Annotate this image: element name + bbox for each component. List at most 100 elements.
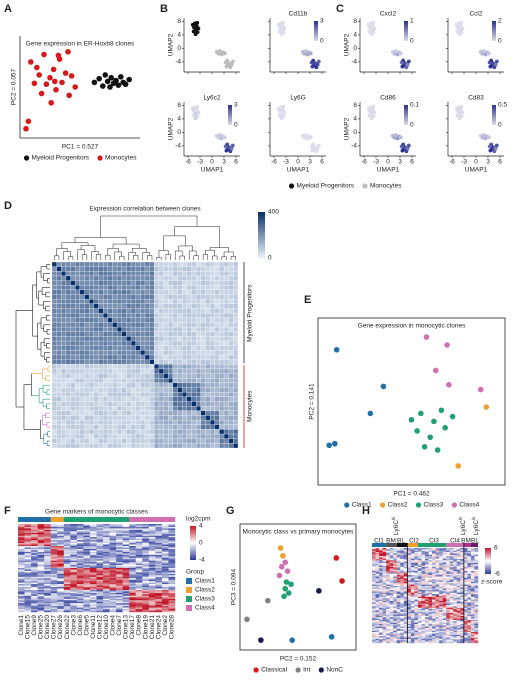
heatmap-cell	[56, 433, 62, 439]
heatmap-cell	[89, 392, 94, 397]
heatmap-cell	[154, 317, 160, 323]
heatmap-cell	[126, 261, 132, 267]
heatmap-cell	[98, 424, 104, 430]
heatmap-cell	[37, 538, 45, 541]
heatmap-cell	[116, 551, 123, 554]
heatmap-cell	[135, 526, 143, 529]
heatmap-cell	[24, 557, 32, 560]
heatmap-cell	[386, 594, 390, 596]
heatmap-cell	[161, 579, 169, 582]
heatmap-cell	[140, 280, 146, 286]
heatmap-cell	[76, 572, 84, 575]
data-point	[304, 49, 308, 53]
heatmap-cell	[84, 331, 90, 337]
heatmap-cell	[428, 586, 433, 588]
heatmap-cell	[148, 591, 156, 594]
heatmap-cell	[84, 378, 90, 384]
heatmap-cell	[63, 541, 71, 544]
heatmap-cell	[233, 280, 239, 286]
heatmap-cell	[37, 587, 45, 589]
heatmap-cell	[200, 322, 206, 328]
heatmap-cell	[382, 552, 387, 554]
heatmap-cell	[103, 359, 108, 365]
heatmap-cell	[182, 322, 187, 328]
heatmap-cell	[209, 322, 215, 328]
heatmap-cell	[76, 563, 84, 566]
heatmap-cell	[18, 606, 25, 608]
heatmap-cell	[456, 577, 461, 580]
heatmap-cell	[449, 553, 454, 555]
heatmap-cell	[375, 596, 380, 599]
heatmap-cell	[148, 547, 156, 550]
heatmap-cell	[158, 368, 164, 374]
heatmap-cell	[403, 571, 408, 573]
heatmap-cell	[233, 415, 239, 421]
heatmap-cell	[446, 576, 450, 579]
heatmap-cell	[135, 529, 143, 532]
heatmap-cell	[435, 579, 440, 581]
heatmap-cell	[116, 299, 122, 304]
heatmap-cell	[168, 546, 176, 548]
heatmap-cell	[389, 571, 394, 573]
heatmap-cell	[435, 576, 440, 579]
x-tick-label: -6	[361, 159, 367, 166]
heatmap-cell	[168, 429, 174, 435]
heatmap-cell	[155, 606, 163, 608]
heatmap-cell	[414, 577, 419, 580]
heatmap-cell	[158, 280, 164, 286]
heatmap-cell	[83, 604, 91, 607]
heatmap-cell	[439, 581, 443, 584]
heatmap-cell	[135, 406, 141, 411]
heatmap-cell	[140, 303, 146, 309]
heatmap-cell	[24, 560, 32, 563]
heatmap-cell	[129, 601, 136, 604]
heatmap-cell	[57, 557, 64, 560]
heatmap-cell	[403, 565, 408, 568]
heatmap-cell	[435, 567, 440, 569]
heatmap-cell	[103, 429, 108, 435]
heatmap-cell	[474, 599, 479, 602]
heatmap-cell	[417, 568, 422, 570]
heatmap-cell	[70, 584, 78, 586]
heatmap-cell	[421, 573, 426, 576]
heatmap-cell	[129, 603, 136, 605]
heatmap-cell	[121, 303, 127, 309]
heatmap-cell	[163, 345, 169, 351]
heatmap-cell	[182, 396, 187, 402]
heatmap-cell	[76, 606, 84, 608]
heatmap-cell	[24, 606, 32, 608]
heatmap-cell	[219, 443, 225, 449]
heatmap-cell	[389, 554, 394, 557]
heatmap-cell	[379, 598, 383, 600]
heatmap-cell	[209, 443, 215, 449]
heatmap-cell	[407, 550, 412, 553]
heatmap-cell	[31, 585, 38, 588]
heatmap-cell	[24, 573, 32, 576]
heatmap-cell	[51, 392, 57, 397]
heatmap-cell	[474, 576, 479, 579]
heatmap-cell	[417, 548, 422, 550]
heatmap-cell	[83, 588, 91, 591]
heatmap-cell	[63, 562, 71, 564]
data-point	[281, 593, 287, 600]
heatmap-cell	[96, 543, 104, 545]
heatmap-cell	[214, 415, 220, 421]
heatmap-cell	[51, 271, 57, 277]
heatmap-cell	[149, 261, 155, 267]
x-tick-label: 3	[222, 159, 226, 166]
heatmap-cell	[191, 401, 197, 407]
heatmap-cell	[70, 261, 76, 267]
data-point	[244, 616, 250, 623]
data-point	[434, 447, 441, 453]
heatmap-cell	[107, 387, 113, 393]
heatmap-cell	[148, 565, 156, 567]
heatmap-cell	[89, 607, 97, 610]
column-label: Clone2	[162, 615, 169, 636]
heatmap-cell	[470, 568, 475, 570]
heatmap-cell	[122, 609, 130, 611]
colorbar-tick-label: 0	[268, 255, 272, 262]
heatmap-cell	[470, 567, 475, 569]
heatmap-cell	[382, 568, 387, 570]
heatmap-cell	[163, 322, 169, 328]
heatmap-cell	[122, 531, 130, 533]
